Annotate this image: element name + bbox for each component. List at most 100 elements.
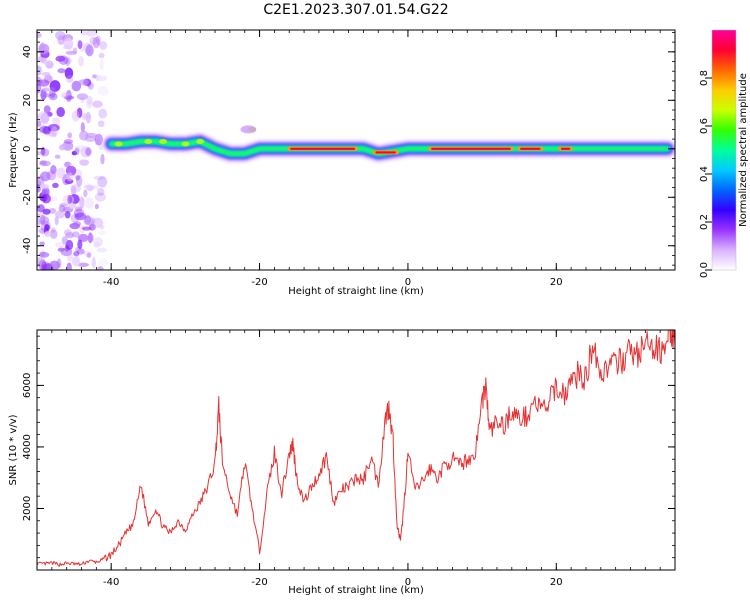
noise-blob [37,204,45,213]
ridge-spot [114,141,123,147]
snr-series [37,330,675,567]
noise-blob [51,126,58,138]
noise-blob [39,216,50,226]
spectrogram-y-label: Frequency (Hz) [8,112,19,188]
noise-blob [84,197,95,209]
spectrogram-y-axis: -40 -20 0 20 40 [22,32,675,266]
noise-blob [49,229,58,239]
noise-blob [86,252,92,259]
spectrogram-x-tick-label: -40 [103,277,119,288]
noise-blob [65,239,74,251]
colorbar-label: Normalized spectral amplitude [738,73,749,227]
noise-blob [94,192,106,202]
noise-blob [42,161,47,166]
colorbar-tick-label: 0.4 [699,166,710,182]
noise-blob [72,256,81,267]
noise-blob [40,148,50,157]
noise-blob [66,262,72,270]
noise-blob [62,141,74,151]
colorbar-frame [711,29,737,271]
spectrogram-panel: -40 -20 0 20 -40 -20 0 20 40 Height of straight… [8,29,676,297]
noise-blob [95,73,100,82]
noise-blob [40,112,50,125]
noise-blob [97,188,105,196]
ridge-spot [240,125,257,134]
noise-blob [80,146,92,158]
noise-blob [91,217,104,228]
noise-blob [97,266,104,270]
noise-blob [63,95,75,100]
ridge-spot [181,141,190,147]
noise-blob [63,44,73,50]
noise-blob [42,208,51,215]
noise-blob [93,184,100,191]
noise-blob [92,74,97,79]
colorbar-tick-label: 0.6 [699,118,710,134]
ridge-spot [196,139,205,145]
noise-blob [64,161,72,167]
noise-blob [39,250,46,257]
noise-blob [77,239,83,250]
noise-blob [98,108,108,119]
noise-blob [49,86,56,99]
noise-blob [93,237,103,247]
noise-blob [64,67,74,79]
noise-blob [41,71,51,77]
noise-blob [57,68,66,74]
noise-blob [87,81,94,90]
noise-blob [99,41,108,50]
noise-blob [70,185,77,196]
noise-blob [42,126,51,135]
noise-blob [55,210,65,219]
noise-blob [45,60,54,69]
noise-blob [87,232,93,244]
noise-blob [79,159,90,166]
noise-blob [100,153,105,165]
noise-blob [81,226,92,231]
noise-blob [97,176,108,188]
noise-blob [78,55,85,67]
spectrogram-y-tick-label: 20 [22,94,33,107]
spectrogram-y-tick-label: 40 [22,45,33,58]
noise-blob [58,144,66,151]
noise-blob [42,193,47,203]
spectrogram-x-label: Height of straight line (km) [288,286,424,297]
colorbar-tick-label: 0.0 [699,262,710,278]
spectrogram-y-tick-label: -20 [22,189,33,205]
noise-blob [94,138,101,147]
colorbar: 0.0 0.2 0.4 0.6 0.8 Normalized spectral ampl… [699,29,749,278]
noise-blob [97,229,106,236]
colorbar-gradient [712,30,736,270]
noise-blob [92,36,100,49]
noise-blob [52,117,61,126]
noise-blob [99,225,105,230]
noise-blob [97,86,109,96]
snr-x-tick-label: 20 [550,577,563,588]
noise-blob [97,120,105,128]
snr-frame [36,329,676,571]
noise-blob [98,142,104,151]
noise-blob [77,262,90,268]
noise-blob [74,206,83,212]
snr-x-tick-label: -40 [103,577,119,588]
noise-blob [94,203,99,210]
noise-blob [57,247,66,252]
noise-blob [56,107,65,118]
noise-blob [58,204,66,213]
noise-blob [39,171,51,182]
spectrogram-y-tick-label: -40 [22,238,33,254]
noise-blob [76,93,89,101]
noise-blob [48,93,58,101]
noise-blob [64,161,71,168]
noise-blob [70,184,82,193]
noise-blob [98,258,109,267]
colorbar-tick-label: 0.2 [699,214,710,230]
colorbar-tick-label: 0.8 [699,70,710,86]
spectrogram-y-tick-label: 0 [22,146,33,152]
noise-blob [80,97,85,104]
noise-blob [96,247,108,253]
figure-title: C2E1.2023.307.01.54.G22 [263,2,449,18]
noise-blob [86,95,93,105]
snr-x-tick-label: 0 [405,577,411,588]
